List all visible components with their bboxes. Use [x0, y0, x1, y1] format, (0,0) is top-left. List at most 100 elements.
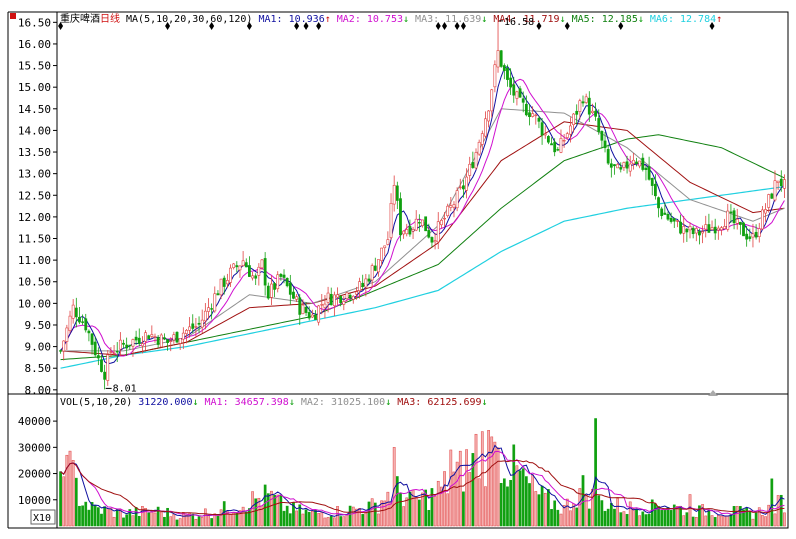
candle-body — [200, 319, 204, 328]
candle-body — [131, 339, 135, 347]
vol-ma1-name: MA1: — [205, 397, 229, 408]
volume-bar — [345, 514, 349, 527]
volume-bar — [351, 506, 355, 527]
volume-bar — [735, 506, 739, 527]
volume-bar — [525, 476, 528, 527]
candle-body — [562, 139, 566, 142]
volume-bar — [688, 494, 692, 527]
candle-body — [282, 274, 286, 278]
candle-body — [540, 122, 544, 136]
candle-body — [87, 330, 91, 334]
candle-body — [417, 222, 421, 224]
candle-body — [631, 159, 635, 165]
multiplier-box[interactable]: X10 — [30, 509, 56, 525]
volume-bar — [203, 508, 207, 527]
volume-bar — [638, 515, 642, 527]
volume-bar — [128, 509, 132, 527]
candle-body — [74, 307, 78, 318]
header-marker-icon — [10, 13, 16, 19]
candle-body — [59, 350, 62, 352]
volume-bar — [71, 460, 75, 527]
candle-body — [109, 351, 113, 353]
vol-ma3-arrow: ↓ — [482, 397, 488, 408]
volume-bar — [562, 505, 566, 527]
candle-body — [399, 198, 402, 236]
volume-bar — [474, 433, 478, 527]
candle-body — [581, 101, 585, 104]
volume-bar — [399, 493, 402, 527]
volume-bar — [326, 517, 330, 527]
candle-body — [720, 227, 723, 231]
candle-body — [181, 332, 185, 340]
volume-bar — [339, 516, 343, 527]
volume-bar — [408, 491, 412, 527]
candle-body — [455, 190, 459, 209]
candle-body — [203, 310, 207, 322]
candle-body — [345, 292, 349, 299]
candle-body — [713, 226, 717, 234]
volume-bar — [446, 493, 450, 527]
price-tick-label: 11.50 — [18, 233, 51, 246]
candle-body — [738, 221, 742, 225]
event-marker-icon — [209, 22, 215, 30]
ma1-name: MA1: — [258, 14, 288, 25]
candle-body — [100, 359, 103, 372]
candle-body — [295, 296, 299, 300]
volume-bar — [783, 512, 786, 527]
candle-body — [342, 301, 346, 305]
volume-bar — [713, 517, 717, 527]
candle-body — [682, 225, 686, 234]
volume-bar — [773, 513, 777, 527]
volume-bar — [506, 486, 509, 527]
event-marker-icon — [536, 22, 542, 30]
candle-body — [103, 371, 107, 380]
volume-bar — [298, 504, 302, 527]
candle-body — [323, 303, 327, 308]
volume-bar — [754, 512, 758, 527]
volume-bar — [672, 504, 676, 527]
candle-body — [273, 283, 276, 290]
volume-bar — [156, 506, 160, 527]
price-tick-label: 12.00 — [18, 211, 51, 224]
candle-body — [550, 143, 553, 146]
candle-body — [735, 218, 739, 224]
candle-body — [487, 110, 490, 122]
candle-body — [178, 338, 182, 344]
volume-ma1-line — [60, 444, 785, 517]
volume-bar — [720, 515, 723, 527]
volume-bar — [100, 513, 103, 527]
volume-bar — [565, 498, 569, 527]
price-tick-label: 10.00 — [18, 297, 51, 310]
candle-body — [244, 262, 248, 268]
candle-body — [389, 203, 393, 238]
volume-bar — [254, 498, 258, 527]
price-tick-label: 15.00 — [18, 81, 51, 94]
volume-bar — [559, 513, 563, 527]
volume-bar — [323, 517, 327, 527]
volume-bar — [78, 505, 81, 527]
candle-body — [543, 133, 547, 136]
scroll-marker-icon[interactable] — [708, 390, 718, 396]
candle-body — [355, 291, 358, 295]
volume-bar — [125, 514, 129, 527]
volume-bar — [329, 515, 333, 527]
ma3-value: 11.639 — [445, 14, 481, 25]
volume-bar — [81, 505, 84, 527]
volume-bar — [112, 516, 116, 527]
volume-tick-label: 20000 — [18, 468, 51, 481]
volume-bar — [137, 515, 141, 527]
ma2-arrow: ↓ — [403, 14, 415, 25]
candle-body — [194, 326, 198, 328]
candle-body — [556, 149, 560, 151]
candle-body — [745, 233, 749, 240]
volume-bar — [625, 514, 629, 527]
volume-bar — [282, 510, 286, 527]
candle-body — [84, 318, 88, 331]
candle-body — [480, 133, 484, 145]
candle-body — [156, 337, 160, 345]
volume-bar — [732, 506, 736, 527]
volume-bar — [336, 506, 339, 527]
candle-body — [644, 167, 648, 170]
